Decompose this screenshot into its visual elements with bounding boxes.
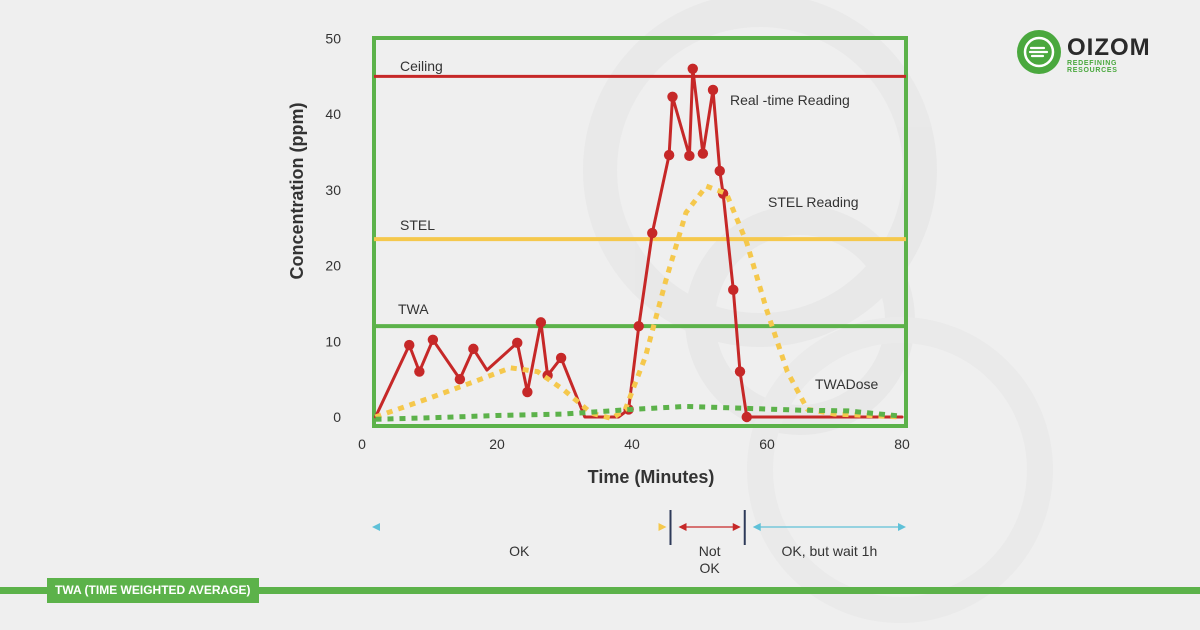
ceiling-annotation: Ceiling — [400, 58, 443, 74]
stel-reading-annotation: STEL Reading — [768, 194, 859, 210]
y-tick-label: 30 — [325, 182, 341, 198]
real-time-reading-marker — [714, 165, 725, 177]
real-time-reading-marker — [454, 373, 466, 385]
x-tick-label: 40 — [624, 436, 640, 452]
x-tick-label: 20 — [489, 436, 505, 452]
real-time-reading-marker — [555, 352, 567, 364]
zone-arrowhead-right — [898, 523, 906, 531]
real-time-reading-marker — [633, 320, 644, 332]
real-time-reading-marker — [512, 337, 523, 349]
real-time-reading-marker — [647, 227, 658, 239]
real-time-reading-marker — [427, 334, 439, 345]
y-tick-label: 40 — [325, 106, 341, 122]
zone-arrowhead-right — [732, 523, 741, 531]
zone-arrowhead-right — [658, 523, 667, 531]
real-time-reading-marker — [687, 63, 698, 74]
ok-but-wait-1h-zone-label: OK, but wait 1h — [782, 543, 878, 559]
oizom-logo: OIZOM REDEFINING RESOURCES — [1017, 30, 1167, 76]
real-time-reading-marker — [522, 386, 533, 398]
real-time-reading-marker — [684, 150, 695, 162]
y-tick-label: 10 — [325, 333, 341, 349]
real-time-reading-marker — [741, 411, 752, 423]
real-time-reading-marker — [734, 366, 746, 377]
footer-bar — [0, 587, 1200, 594]
stel-reading-series-line — [374, 183, 903, 421]
real-time-reading-marker — [414, 366, 425, 377]
background-watermark — [583, 0, 1053, 623]
y-tick-label: 20 — [325, 258, 341, 274]
logo-brand: OIZOM — [1067, 34, 1151, 61]
zone-label-line: OK — [700, 560, 721, 576]
real-time-reading-marker — [707, 84, 719, 96]
zone-label-line: OK, but wait 1h — [782, 543, 878, 559]
y-tick-label: 0 — [333, 409, 341, 425]
logo-tagline: REDEFINING RESOURCES — [1067, 60, 1118, 74]
real-time-reading-marker — [697, 148, 709, 159]
x-axis-title: Time (Minutes) — [588, 467, 715, 487]
plot-frame — [372, 36, 908, 428]
logo-mark — [1017, 30, 1061, 74]
x-tick-label: 80 — [894, 436, 910, 452]
real-time-reading-marker — [468, 343, 479, 355]
y-axis-title: Concentration (ppm) — [287, 103, 307, 280]
footer-label: TWA (TIME WEIGHTED AVERAGE) — [47, 578, 259, 603]
stel-annotation: STEL — [400, 217, 435, 233]
real-time-reading-marker — [728, 284, 739, 296]
zone-label-line: Not — [699, 543, 721, 559]
zone-label-line: OK — [509, 543, 530, 559]
not-ok-zone-label: Not OK — [699, 543, 721, 576]
zone-arrowhead-left — [372, 523, 380, 531]
twadose-series-line — [375, 403, 903, 422]
real-time-reading-marker — [663, 149, 675, 161]
real-time-reading-marker — [404, 339, 415, 351]
real-time-reading-marker — [535, 317, 547, 328]
zone-arrowhead-left — [752, 523, 761, 531]
x-tick-label: 60 — [759, 436, 775, 452]
x-tick-label: 0 — [358, 436, 366, 452]
real-time-reading-annotation: Real -time Reading — [730, 92, 850, 108]
twadose-annotation: TWADose — [815, 376, 878, 392]
twa-annotation: TWA — [398, 301, 429, 317]
real-time-reading-marker — [667, 91, 678, 102]
zone-arrowhead-left — [678, 523, 687, 531]
ok-zone-label: OK — [509, 543, 530, 559]
y-tick-label: 50 — [325, 31, 341, 47]
